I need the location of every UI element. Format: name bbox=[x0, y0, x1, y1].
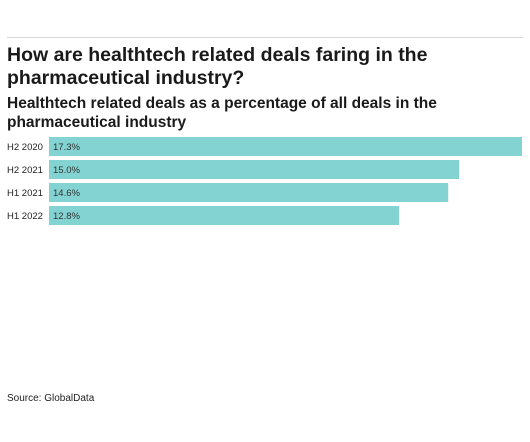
bar-h1-2022 bbox=[49, 206, 399, 225]
bar-h1-2021 bbox=[49, 183, 449, 202]
chart-title: How are healthtech related deals faring … bbox=[7, 44, 428, 89]
bar-h2-2020 bbox=[49, 137, 522, 156]
value-label: 15.0% bbox=[53, 165, 80, 176]
value-label: 12.8% bbox=[53, 211, 80, 222]
bar-chart-svg: H2 2020 17.3% H2 2021 15.0% H1 2021 14.6% H1 2… bbox=[7, 137, 522, 225]
category-label: H2 2020 bbox=[7, 142, 43, 153]
category-label: H1 2021 bbox=[7, 188, 43, 199]
value-label: 17.3% bbox=[53, 142, 80, 153]
chart-subtitle: Healthtech related deals as a percentage… bbox=[7, 95, 437, 131]
value-label: 14.6% bbox=[53, 188, 80, 199]
source-note: Source: GlobalData bbox=[7, 393, 95, 404]
top-divider bbox=[7, 37, 523, 38]
bar-h2-2021 bbox=[49, 160, 460, 179]
category-label: H2 2021 bbox=[7, 165, 43, 176]
category-label: H1 2022 bbox=[7, 211, 43, 222]
bar-chart: H2 2020 17.3% H2 2021 15.0% H1 2021 14.6% H1 2… bbox=[0, 134, 530, 234]
